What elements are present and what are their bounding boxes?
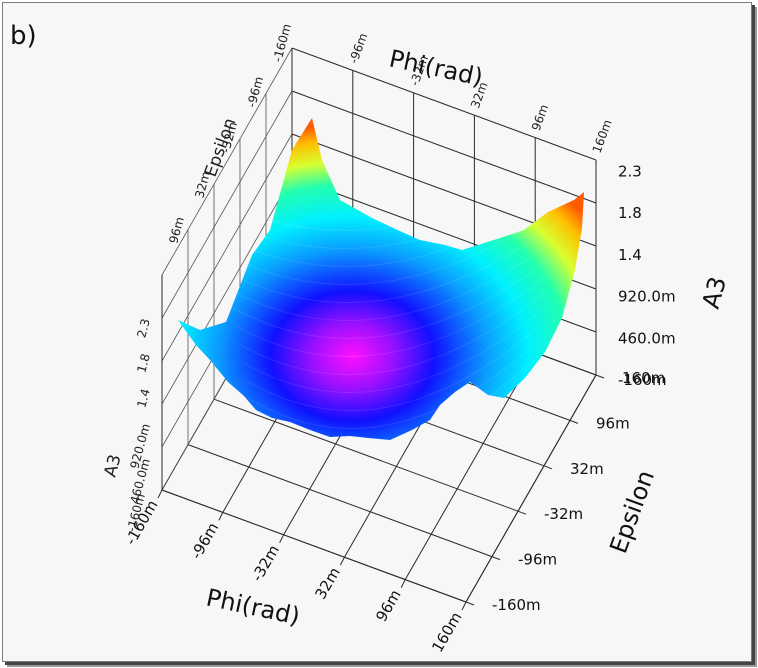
- y-tick-mark: [595, 374, 605, 379]
- x-tick-mark: [218, 512, 224, 521]
- surface-shade-line: [244, 329, 536, 411]
- y-tick-label: -96m: [518, 551, 557, 569]
- surface-shade-line: [247, 347, 532, 429]
- left-z-tick-label: 1.8: [134, 352, 152, 374]
- z-axis-title: A3: [697, 274, 732, 312]
- back-y-tick-label: 32m: [192, 170, 213, 200]
- x-tick-mark: [339, 556, 345, 566]
- x-tick-mark: [461, 601, 467, 611]
- x-tick-label: 32m: [311, 564, 343, 602]
- z-tick-label: 920.0m: [618, 288, 676, 306]
- floor-grid-line: [213, 398, 519, 512]
- floor-grid-line: [187, 444, 493, 558]
- surface-shade-line: [229, 239, 556, 321]
- x-tick-mark: [400, 579, 406, 588]
- y-tick-mark: [543, 465, 553, 470]
- y-tick-mark: [491, 556, 501, 561]
- surface-shade-line: [223, 203, 564, 285]
- surface-shade-line: [214, 149, 576, 231]
- surface-shade-line: [226, 221, 560, 303]
- y-tick-label: -32m: [544, 505, 583, 523]
- y-tick-label: 32m: [570, 460, 604, 478]
- surface-shade-line: [217, 167, 572, 249]
- x-tick-label: -96m: [187, 519, 222, 562]
- z-tick-label: 2.3: [618, 162, 642, 180]
- x-tick-label: -32m: [248, 542, 283, 585]
- y-tick-label: -160m: [492, 596, 541, 614]
- y-axis-title: Epsilon: [604, 467, 660, 558]
- back-y-tick-label: -96m: [244, 75, 266, 109]
- y-tick-label: 160m: [622, 369, 665, 387]
- z-tick-label: 1.4: [618, 246, 642, 264]
- wall-grid-line: [291, 90, 597, 204]
- y-tick-label: 96m: [596, 414, 630, 432]
- y-tick-mark: [517, 510, 527, 515]
- wall-grid-line: [161, 90, 293, 319]
- surface-shading: [214, 149, 576, 465]
- back-y-tick-label: -160m: [270, 22, 294, 63]
- top-x-axis-title: Phi(rad): [387, 44, 486, 91]
- surface-shade-line: [220, 185, 568, 267]
- surface-shade-line: [250, 365, 528, 447]
- surface-shade-line: [232, 257, 552, 339]
- y-axis-line: [465, 374, 597, 603]
- surface-mesh: [178, 118, 584, 440]
- floor-grid-line: [404, 352, 536, 580]
- x-tick-mark: [157, 489, 163, 499]
- x-axis-title: Phi(rad): [204, 583, 303, 630]
- left-z-tick-label: 1.4: [134, 387, 152, 409]
- x-tick-label: 160m: [428, 609, 465, 655]
- z-tick-label: -160m: [618, 371, 667, 389]
- z-tick-label: 460.0m: [618, 329, 676, 347]
- x-tick-label: 96m: [372, 587, 404, 625]
- surface-shade-line: [241, 311, 540, 393]
- left-z-tick-label: 2.3: [134, 317, 152, 339]
- wall-grid-line: [161, 47, 293, 276]
- surface-shade-line: [253, 383, 524, 465]
- panel-label: b): [10, 21, 37, 51]
- wall-grid-line: [291, 47, 597, 161]
- z-tick-label: 1.8: [618, 204, 642, 222]
- wall-grid-line: [161, 176, 293, 405]
- top-x-tick-label: -96m: [346, 31, 370, 65]
- top-x-tick-label: 96m: [529, 102, 551, 132]
- surface-shade-line: [238, 293, 544, 375]
- left-z-axis-title: A3: [101, 452, 126, 479]
- x-axis-line: [161, 489, 467, 603]
- y-tick-mark: [569, 419, 579, 424]
- x-tick-mark: [279, 534, 285, 544]
- y-tick-mark: [465, 601, 475, 606]
- back-y-tick-label: 96m: [166, 215, 187, 245]
- surface-shade-line: [235, 275, 548, 357]
- top-x-tick-label: 160m: [590, 118, 615, 155]
